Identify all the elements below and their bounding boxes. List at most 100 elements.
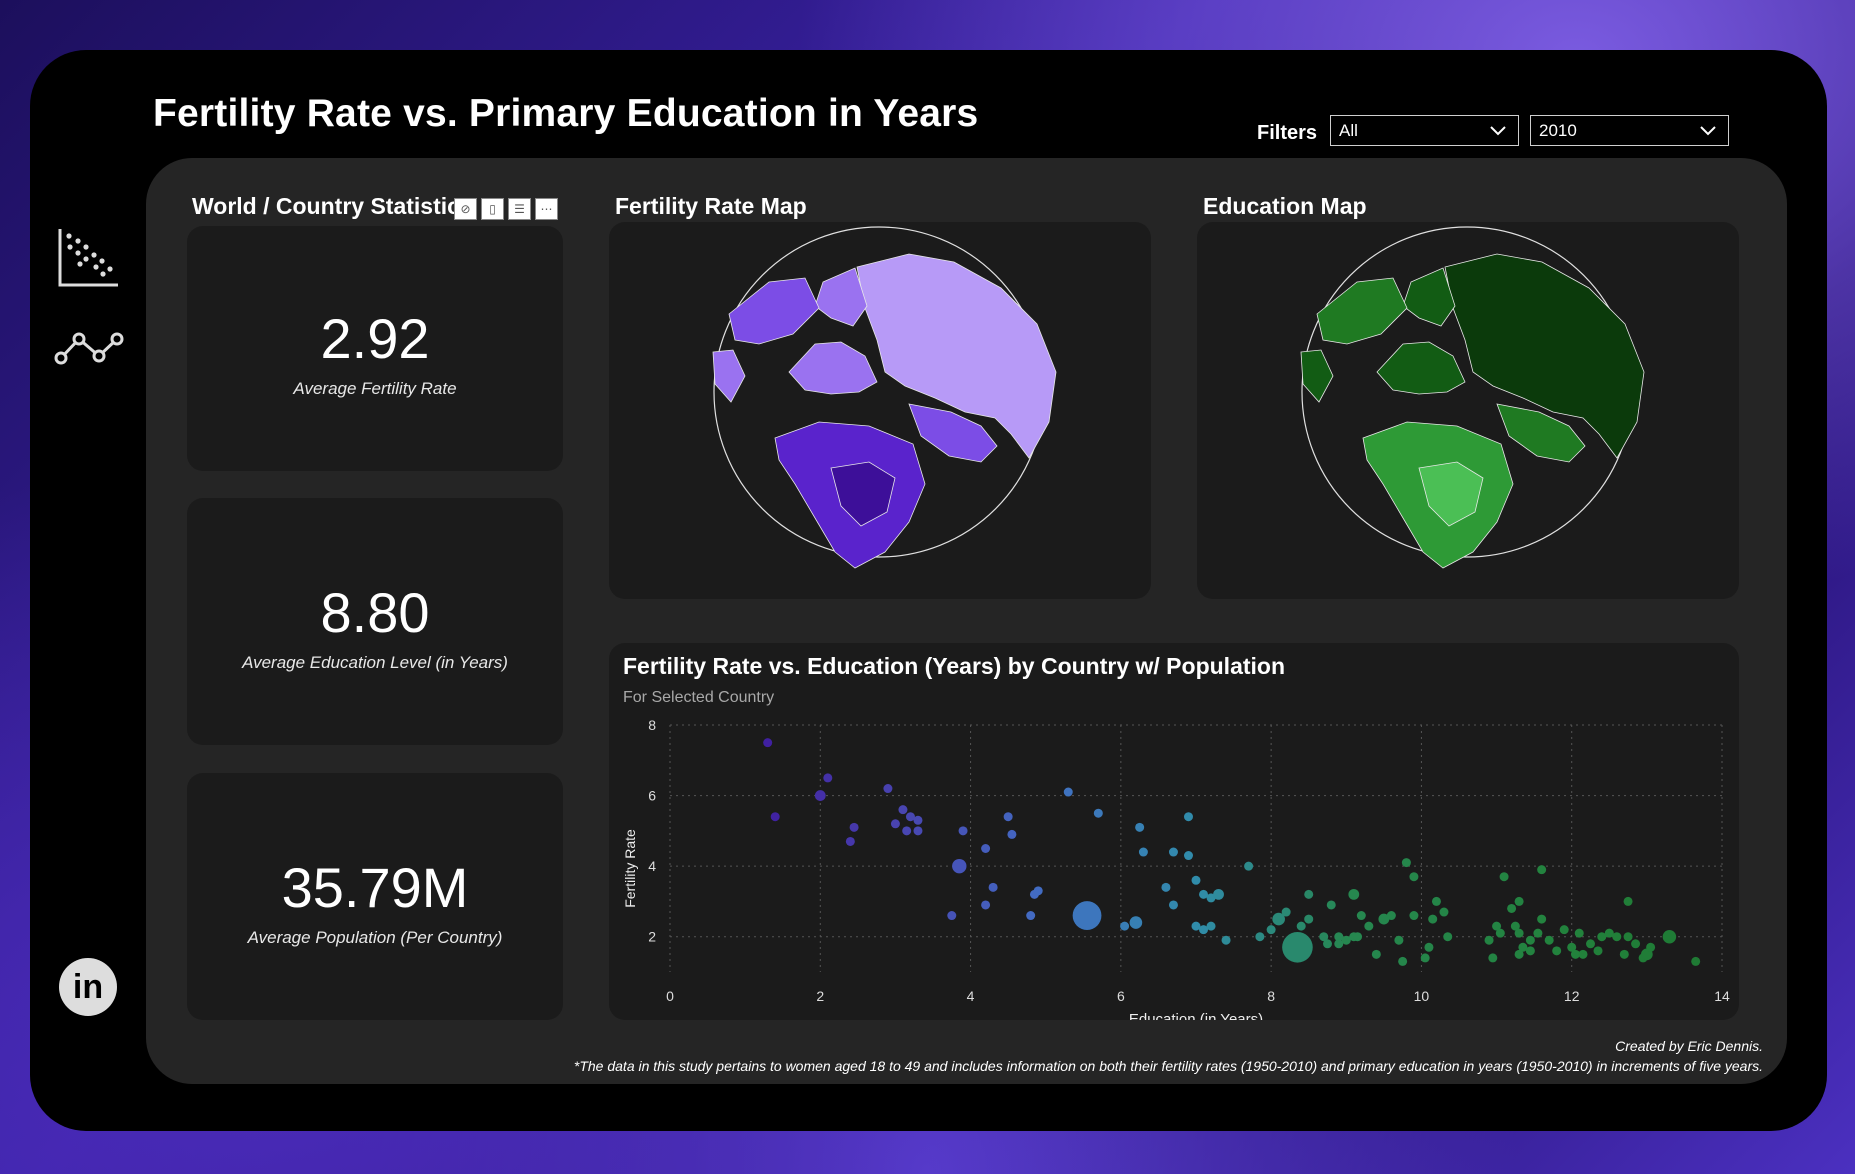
scatter-point xyxy=(1206,921,1216,931)
line-chart-icon[interactable] xyxy=(53,330,125,366)
scatter-point xyxy=(1353,932,1363,942)
pin-icon[interactable]: ⊘ xyxy=(454,198,477,220)
scatter-point xyxy=(1510,921,1520,931)
scatter-point xyxy=(890,819,900,829)
scatter-point xyxy=(947,911,957,921)
region-filter-value: All xyxy=(1339,121,1358,140)
scatter-point xyxy=(1518,942,1528,952)
stats-section-title: World / Country Statistics xyxy=(192,193,457,219)
linkedin-icon[interactable]: in xyxy=(59,958,117,1016)
scatter-point xyxy=(958,826,968,836)
scatter-point xyxy=(1593,946,1603,956)
fertility-country-region-3 xyxy=(788,341,878,395)
population-kpi-label: Average Population (Per Country) xyxy=(247,928,503,947)
education-kpi-card: 8.80 Average Education Level (in Years) xyxy=(187,498,563,745)
scatter-point xyxy=(1662,929,1677,944)
scatter-point xyxy=(1272,912,1285,926)
scatter-point xyxy=(814,790,826,801)
x-axis-label: Education (in Years) xyxy=(1129,1011,1263,1020)
x-tick-label: 12 xyxy=(1564,988,1580,1004)
y-tick-label: 4 xyxy=(648,858,656,874)
scatter-point xyxy=(770,812,780,822)
scatter-point xyxy=(1168,900,1178,910)
scatter-point xyxy=(1646,942,1656,952)
scatter-plot[interactable]: 2 4 6 8 0 2 4 6 8 10 12 14 Education (in Years) Ferti… xyxy=(609,700,1739,1020)
scatter-point xyxy=(1525,946,1535,956)
scatter-point xyxy=(1631,939,1641,949)
scatter-point xyxy=(1183,851,1193,861)
scatter-chart-title: Fertility Rate vs. Education (Years) by … xyxy=(623,653,1286,679)
scatter-point xyxy=(1348,888,1360,900)
footer-credit: Created by Eric Dennis. xyxy=(1615,1038,1763,1054)
scatter-point xyxy=(1033,886,1043,896)
fertility-kpi-card: 2.92 Average Fertility Rate xyxy=(187,226,563,471)
scatter-point xyxy=(849,822,859,832)
scatter-point xyxy=(1514,896,1524,906)
fertility-country-region-8 xyxy=(712,349,746,403)
scatter-point xyxy=(1191,875,1201,885)
scatter-point xyxy=(1409,911,1419,921)
scatter-point xyxy=(1525,935,1535,945)
scatter-point xyxy=(1499,872,1509,882)
y-tick-label: 8 xyxy=(648,717,656,733)
scatter-point xyxy=(1364,921,1374,931)
fertility-globe-map[interactable] xyxy=(609,222,1151,599)
scatter-point xyxy=(913,826,923,836)
scatter-point xyxy=(1559,925,1569,935)
education-country-region-6 xyxy=(1418,461,1484,527)
scatter-point xyxy=(1619,949,1629,959)
scatter-point xyxy=(1439,907,1449,917)
scatter-point xyxy=(1093,808,1103,818)
scatter-point xyxy=(981,900,991,910)
scatter-point xyxy=(1514,928,1524,938)
scatter-point xyxy=(1424,942,1434,952)
scatter-point xyxy=(1026,911,1036,921)
scatter-point xyxy=(1255,932,1265,942)
scatter-chart-card xyxy=(609,643,1739,1020)
scatter-point xyxy=(1244,861,1254,871)
region-filter-dropdown[interactable]: All xyxy=(1330,115,1519,146)
scatter-point xyxy=(1282,932,1313,963)
x-tick-label: 8 xyxy=(1267,988,1275,1004)
scatter-point xyxy=(1431,896,1441,906)
scatter-point xyxy=(1356,911,1366,921)
scatter-point xyxy=(1319,932,1329,942)
fertility-country-region-6 xyxy=(830,461,896,527)
fertility-map-title: Fertility Rate Map xyxy=(615,193,807,219)
education-country-region-1 xyxy=(1444,253,1645,459)
scatter-point xyxy=(1623,896,1633,906)
scatter-point xyxy=(1135,822,1145,832)
x-tick-label: 2 xyxy=(816,988,824,1004)
footer-note: *The data in this study pertains to wome… xyxy=(573,1058,1763,1074)
more-options-icon[interactable]: ⋯ xyxy=(535,198,558,220)
linkedin-text: in xyxy=(72,967,104,1006)
scatter-point xyxy=(1386,911,1396,921)
scatter-point xyxy=(1281,907,1291,917)
scatter-plot-icon[interactable] xyxy=(56,225,122,291)
x-tick-label: 14 xyxy=(1714,988,1730,1004)
copy-icon[interactable]: ▯ xyxy=(481,198,504,220)
filter-icon[interactable]: ☰ xyxy=(508,198,531,220)
chevron-down-icon xyxy=(1700,126,1716,136)
scatter-point xyxy=(1129,916,1143,929)
scatter-point xyxy=(1567,942,1577,952)
scatter-point xyxy=(1063,787,1073,797)
scatter-point xyxy=(1507,903,1517,913)
chevron-down-icon xyxy=(1490,126,1506,136)
fertility-kpi-value: 2.92 xyxy=(320,307,430,370)
x-tick-label: 0 xyxy=(666,988,674,1004)
scatter-point xyxy=(1213,888,1224,900)
scatter-point xyxy=(1199,925,1209,935)
scatter-point xyxy=(1443,932,1453,942)
scatter-point xyxy=(1409,872,1419,882)
scatter-point xyxy=(1537,865,1547,875)
year-filter-dropdown[interactable]: 2010 xyxy=(1530,115,1729,146)
education-country-region-3 xyxy=(1376,341,1466,395)
scatter-point xyxy=(1206,893,1216,903)
scatter-point xyxy=(1266,925,1276,935)
scatter-point xyxy=(883,784,893,794)
education-globe-map[interactable] xyxy=(1197,222,1739,599)
year-filter-value: 2010 xyxy=(1539,121,1577,140)
fertility-country-region-7 xyxy=(728,277,820,345)
fertility-country-region-4 xyxy=(908,403,998,463)
